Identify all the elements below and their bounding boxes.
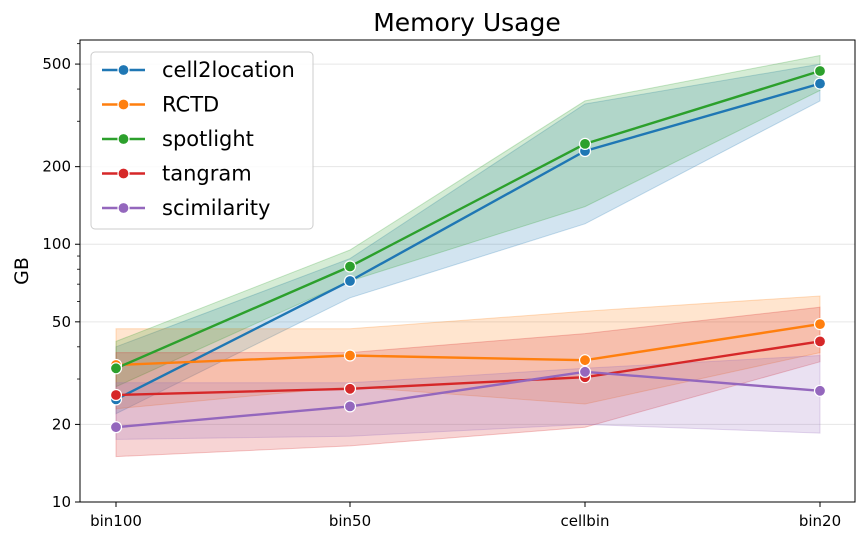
legend-label: RCTD xyxy=(162,93,219,117)
y-tick-label: 500 xyxy=(42,55,71,73)
legend-marker xyxy=(117,201,130,215)
data-point xyxy=(578,137,592,150)
data-point xyxy=(109,421,123,434)
data-point xyxy=(813,77,827,90)
data-point xyxy=(343,349,357,362)
legend: cell2location RCTD spotlight tangram scimila… xyxy=(90,51,314,230)
legend-marker xyxy=(117,167,130,180)
legend-box xyxy=(90,51,314,230)
legend-label: spotlight xyxy=(162,127,254,151)
data-point xyxy=(813,64,827,78)
data-point xyxy=(343,274,357,288)
series-line xyxy=(115,370,821,429)
data-point xyxy=(578,365,592,378)
x-tick-label: cellbin xyxy=(560,512,609,530)
series-line xyxy=(115,322,821,367)
legend-label: scimilarity xyxy=(162,196,270,220)
legend-label: cell2location xyxy=(162,58,295,82)
x-tick-label: bin100 xyxy=(90,512,142,530)
y-tick-label: 200 xyxy=(42,158,71,176)
data-point xyxy=(813,335,827,348)
y-tick-label: 20 xyxy=(52,415,71,433)
y-tick-label: 100 xyxy=(42,235,71,253)
x-axis: bin100 bin50 cellbin bin20 xyxy=(90,502,841,530)
data-point xyxy=(343,382,357,395)
data-point xyxy=(813,384,827,397)
y-tick-label: 50 xyxy=(52,313,71,331)
y-axis-label: GB xyxy=(11,257,33,285)
legend-marker xyxy=(117,63,130,77)
data-point xyxy=(109,388,123,402)
data-point xyxy=(813,318,827,331)
plot-frame xyxy=(79,39,856,503)
series-line xyxy=(115,82,821,401)
legend-marker xyxy=(117,98,130,111)
y-axis: 10 20 50 100 200 500 xyxy=(42,43,80,511)
data-point xyxy=(343,400,357,413)
data-point xyxy=(109,362,123,375)
data-point xyxy=(343,260,357,273)
series-line xyxy=(115,69,821,370)
y-tick-label: 10 xyxy=(52,493,71,511)
legend-label: tangram xyxy=(162,162,252,186)
data-point xyxy=(578,354,592,367)
x-tick-label: bin20 xyxy=(799,512,841,530)
confidence-band xyxy=(115,63,821,415)
chart-title: Memory Usage xyxy=(373,8,561,37)
x-tick-label: bin50 xyxy=(329,512,371,530)
series-points xyxy=(109,64,827,434)
legend-marker xyxy=(117,132,130,146)
series-lines xyxy=(115,69,821,429)
confidence-band xyxy=(115,54,821,388)
confidence-band xyxy=(115,295,821,410)
series-line xyxy=(115,340,821,397)
